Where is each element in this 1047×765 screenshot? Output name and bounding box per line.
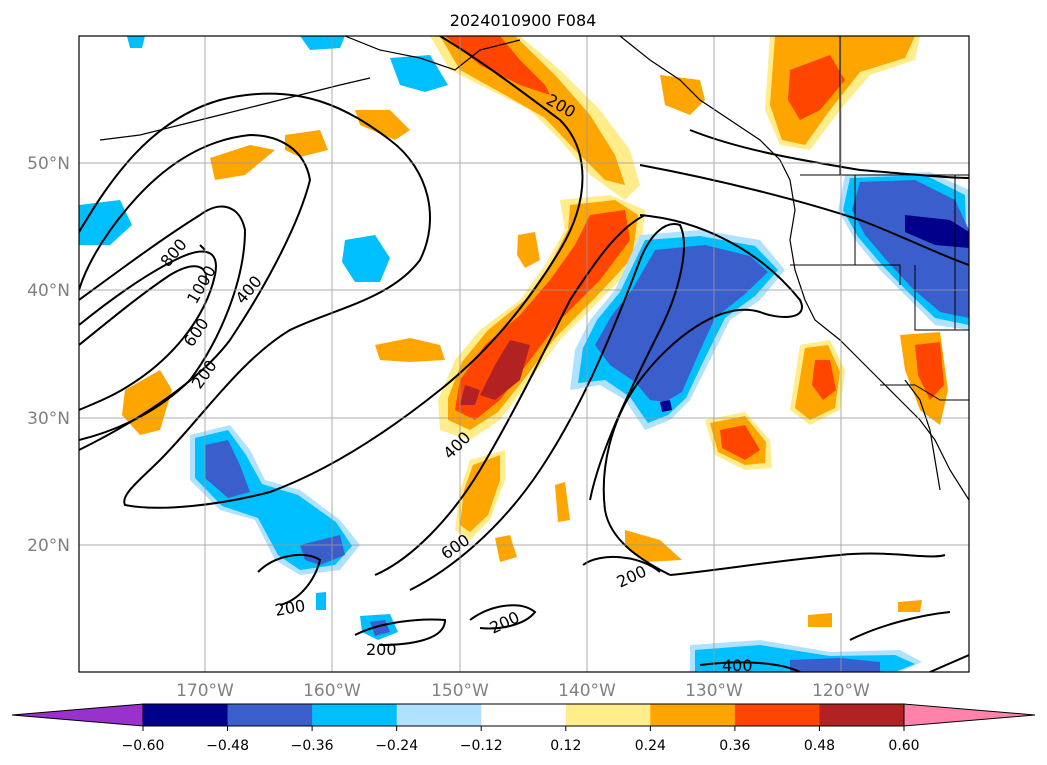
lon-label: 130°W [685,681,743,701]
colorbar-segment [734,704,820,726]
lat-label: 30°N [27,409,70,429]
political-borders [790,36,969,401]
lat-label: 50°N [27,154,70,174]
colorbar-tick-label: 0.12 [550,738,581,754]
lon-label: 140°W [558,681,616,701]
colorbar-segment [565,704,651,726]
map-frame [78,35,970,673]
longitude-labels: 170°W 160°W 150°W 140°W 130°W 120°W [176,681,870,701]
contour-label-200: 200 [366,640,397,659]
colorbar-extend-high [903,703,1036,727]
graticule [79,36,969,672]
colorbar-segment [819,704,905,726]
latitude-labels: 50°N 40°N 30°N 20°N [27,154,70,556]
lat-label: 40°N [27,281,70,301]
contour-label-400: 400 [722,656,753,675]
colorbar-segment [650,704,736,726]
lat-label: 20°N [27,536,70,556]
colorbar-segment [312,704,398,726]
map-panel: 200 200 200 200 200 200 400 400 400 600 … [79,36,969,675]
colorbar-tick-label: 0.24 [635,738,666,754]
colorbar-tick-label: −0.60 [122,738,165,754]
contour-lines [79,36,969,672]
lon-label: 120°W [812,681,870,701]
colorbar-tick-label: −0.12 [460,738,503,754]
colorbar-tick-label: −0.24 [375,738,418,754]
colorbar-outline [142,703,905,727]
colorbar-extend-low [11,703,144,727]
colorbar-segment [143,704,229,726]
colorbar-segment [481,704,567,726]
colorbar-tick-label: 0.60 [888,738,919,754]
colorbar-tick-label: 0.48 [804,738,835,754]
lon-label: 150°W [431,681,489,701]
colorbar-tick-label: −0.48 [206,738,249,754]
coastlines [99,36,969,501]
colorbar-tick-label: −0.36 [291,738,334,754]
colorbar: −0.60 −0.48 −0.36 −0.24 −0.12 0.12 0.24 0.36 0.4… [11,703,1036,754]
negative-anomaly-shading [79,36,969,672]
lon-label: 170°W [176,681,234,701]
lon-label: 160°W [303,681,361,701]
colorbar-segment [396,704,482,726]
colorbar-tick-label: 0.36 [719,738,750,754]
positive-anomaly-shading [122,36,948,627]
colorbar-segment [227,704,313,726]
map-title: 2024010900 F084 [450,11,597,30]
